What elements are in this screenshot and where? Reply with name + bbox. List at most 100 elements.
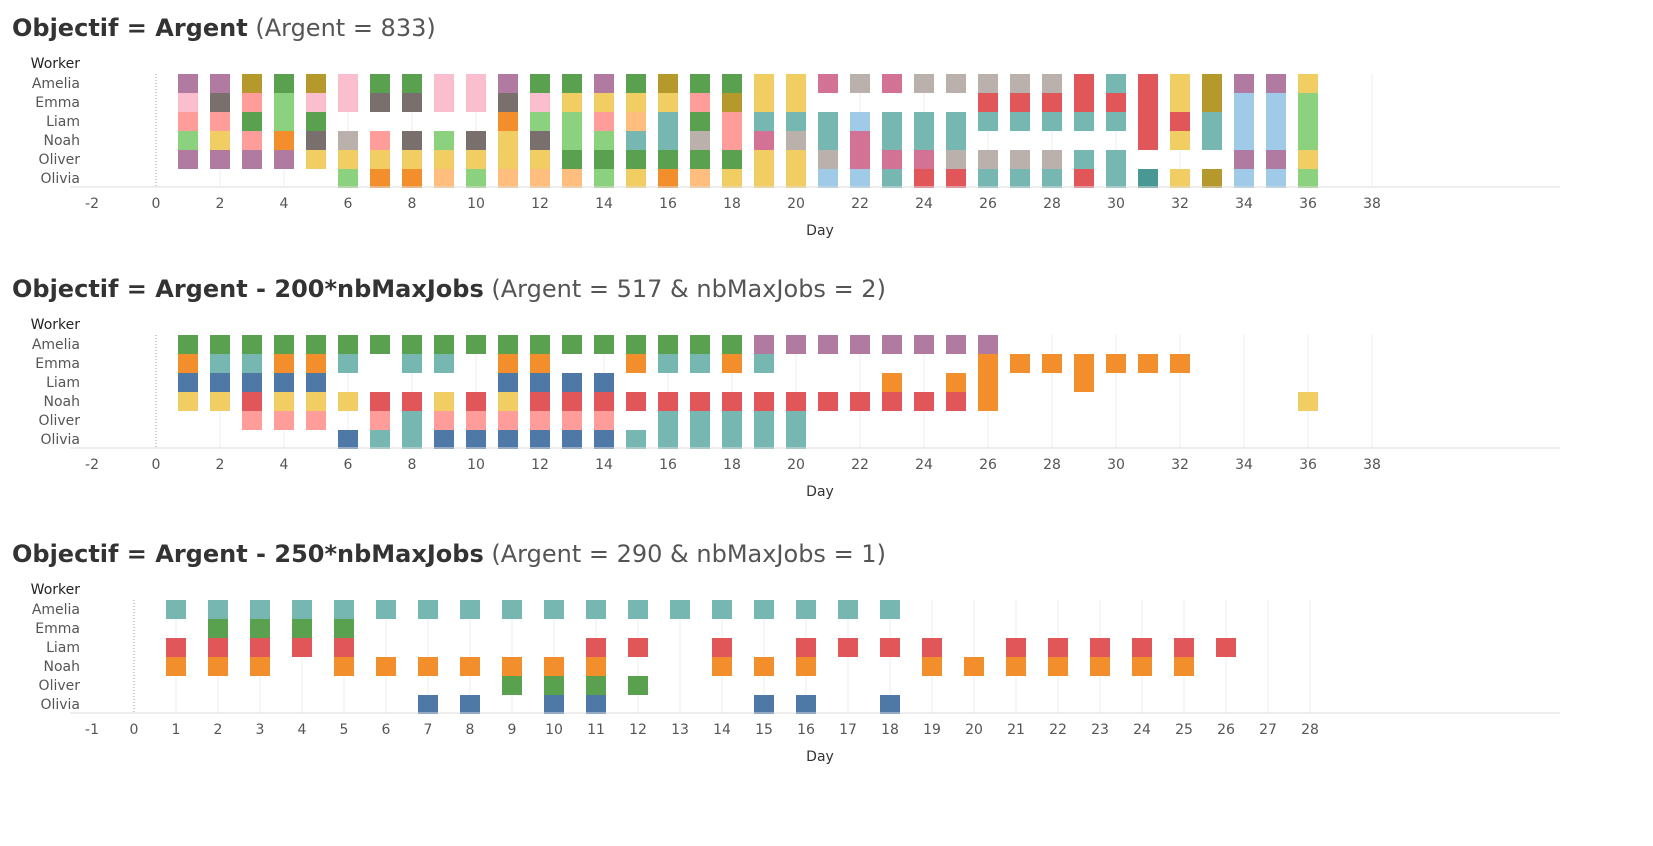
job-block: [626, 392, 646, 411]
x-tick-label: 0: [152, 196, 161, 212]
x-tick-label: 14: [713, 722, 731, 738]
job-block: [306, 131, 326, 150]
job-block: [166, 600, 186, 619]
job-block: [818, 169, 838, 188]
job-block: [338, 150, 358, 169]
job-block: [1048, 638, 1068, 657]
job-block: [978, 150, 998, 169]
x-tick-label: 9: [508, 722, 517, 738]
job-block: [562, 411, 582, 430]
job-block: [242, 373, 262, 392]
job-block: [1266, 169, 1286, 188]
job-block: [838, 638, 858, 657]
chart-title-detail: (Argent = 290 & nbMaxJobs = 1): [491, 540, 886, 568]
job-block: [208, 600, 228, 619]
chart-title: Objectif = Argent - 250*nbMaxJobs (Argen…: [12, 540, 886, 568]
job-block: [1010, 112, 1030, 131]
job-block: [466, 430, 486, 449]
job-block: [334, 619, 354, 638]
job-block: [498, 411, 518, 430]
job-block: [562, 392, 582, 411]
job-block: [306, 373, 326, 392]
job-block: [1298, 150, 1318, 169]
job-block: [786, 392, 806, 411]
job-block: [850, 112, 870, 131]
job-block: [594, 74, 614, 93]
job-block: [796, 657, 816, 676]
job-block: [242, 392, 262, 411]
job-block: [250, 657, 270, 676]
job-block: [544, 657, 564, 676]
job-block: [402, 354, 422, 373]
x-tick-label: 23: [1091, 722, 1109, 738]
job-block: [818, 112, 838, 150]
job-block: [850, 74, 870, 93]
job-block: [850, 392, 870, 411]
job-block: [1010, 93, 1030, 112]
job-block: [376, 600, 396, 619]
x-tick-label: 20: [965, 722, 983, 738]
x-tick-label: 15: [755, 722, 773, 738]
worker-axis-header: Worker: [31, 317, 81, 333]
job-block: [562, 373, 582, 392]
worker-label: Noah: [44, 394, 81, 410]
job-block: [562, 169, 582, 188]
job-block: [434, 131, 454, 150]
job-block: [626, 335, 646, 354]
job-block: [434, 150, 454, 169]
job-block: [292, 600, 312, 619]
worker-label: Liam: [46, 375, 80, 391]
job-block: [1042, 354, 1062, 373]
job-block: [626, 150, 646, 169]
job-block: [754, 657, 774, 676]
job-block: [498, 373, 518, 392]
worker-label: Olivia: [40, 697, 80, 713]
job-block: [922, 657, 942, 676]
job-block: [334, 638, 354, 657]
x-tick-label: 30: [1107, 457, 1125, 473]
job-block: [1234, 150, 1254, 169]
job-block: [882, 335, 902, 354]
job-block: [242, 335, 262, 354]
job-block: [1042, 93, 1062, 112]
job-block: [594, 112, 614, 131]
job-block: [242, 93, 262, 112]
job-block: [722, 93, 742, 112]
job-block: [1106, 150, 1126, 188]
job-block: [498, 354, 518, 373]
x-tick-label: 19: [923, 722, 941, 738]
x-tick-label: 2: [214, 722, 223, 738]
job-block: [1170, 131, 1190, 150]
job-block: [594, 93, 614, 112]
x-tick-label: 11: [587, 722, 605, 738]
x-tick-label: 10: [467, 196, 485, 212]
job-block: [208, 638, 228, 657]
x-tick-label: 16: [797, 722, 815, 738]
job-block: [250, 600, 270, 619]
chart-title: Objectif = Argent (Argent = 833): [12, 14, 436, 42]
job-block: [210, 131, 230, 150]
x-tick-label: 16: [659, 457, 677, 473]
job-block: [242, 354, 262, 373]
x-tick-label: 12: [531, 457, 549, 473]
job-block: [594, 430, 614, 449]
job-block: [586, 657, 606, 676]
job-block: [1074, 169, 1094, 188]
job-block: [670, 600, 690, 619]
x-axis-title: Day: [806, 484, 834, 500]
job-block: [914, 150, 934, 169]
job-block: [242, 112, 262, 131]
job-block: [586, 638, 606, 657]
x-tick-label: 22: [851, 196, 869, 212]
job-block: [434, 354, 454, 373]
job-block: [530, 392, 550, 411]
job-block: [434, 335, 454, 354]
job-block: [502, 676, 522, 695]
job-block: [722, 354, 742, 373]
job-block: [882, 150, 902, 169]
job-block: [306, 354, 326, 373]
job-block: [1074, 112, 1094, 131]
job-block: [502, 657, 522, 676]
x-tick-label: 1: [172, 722, 181, 738]
x-tick-label: 12: [531, 196, 549, 212]
